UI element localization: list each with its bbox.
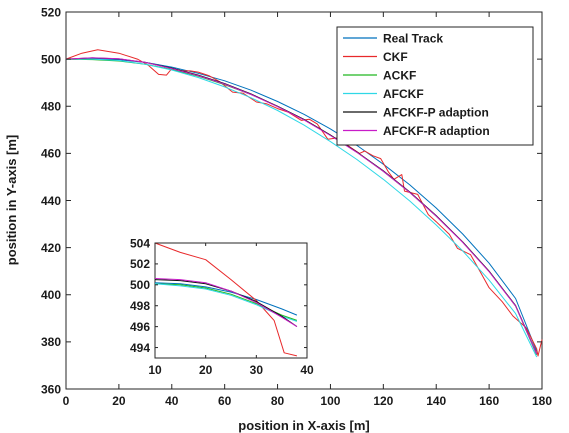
main-x-tick-label: 100: [320, 394, 340, 408]
y-axis-label: position in Y-axis [m]: [4, 135, 19, 266]
inset-y-tick-label: 494: [130, 341, 150, 355]
inset-x-tick-label: 10: [148, 363, 162, 377]
legend-label-afckf: AFCKF: [383, 87, 424, 101]
main-x-tick-label: 80: [271, 394, 285, 408]
inset-plot-frame: [154, 242, 308, 359]
main-ticks-group: 0 20 40 60 80 100 120 140 160 180 360 380 400 420 440 4…: [41, 5, 552, 408]
inset-y-tick-label: 504: [130, 236, 150, 250]
inset-y-tick-label: 496: [130, 320, 150, 334]
main-x-tick-label: 160: [479, 394, 499, 408]
inset-series-line-afckf-r-adaption: [154, 278, 298, 328]
inset-x-tick-label: 30: [250, 363, 264, 377]
legend-label-afckf-r-adaption: AFCKF-R adaption: [383, 124, 490, 138]
main-series-line-afckf: [66, 58, 538, 358]
main-x-tick-label: 20: [112, 394, 126, 408]
main-y-tick-label: 400: [41, 288, 61, 302]
x-axis-label: position in X-axis [m]: [238, 418, 369, 433]
main-y-tick-label: 460: [41, 147, 61, 161]
main-x-tick-label: 60: [218, 394, 232, 408]
legend-label-real-track: Real Track: [383, 32, 443, 46]
inset-y-tick-label: 500: [130, 278, 150, 292]
main-y-tick-label: 360: [41, 382, 61, 396]
main-series-line-afckf-r-adaption: [65, 57, 538, 355]
legend-label-ckf: CKF: [383, 50, 408, 64]
legend-box: [336, 26, 534, 146]
inset-series-group: [154, 242, 298, 357]
inset-plot: 10 20 30 40 494 496 498 500 502 504: [130, 236, 314, 377]
inset-series-line-ackf: [154, 283, 298, 321]
legend-label-afckf-p-adaption: AFCKF-P adaption: [383, 106, 489, 120]
legend: Real Track CKF ACKF AFCKF AFCKF-P adaption AF…: [336, 26, 534, 146]
main-y-tick-label: 440: [41, 194, 61, 208]
main-y-tick-label: 520: [41, 5, 61, 19]
legend-label-ackf: ACKF: [383, 69, 416, 83]
inset-series-line-ckf: [154, 242, 298, 357]
inset-series-line-real-track: [154, 282, 298, 316]
inset-x-tick-label: 20: [199, 363, 213, 377]
main-x-tick-label: 180: [532, 394, 552, 408]
main-y-tick-label: 380: [41, 335, 61, 349]
main-x-tick-label: 40: [165, 394, 179, 408]
legend-items: Real Track CKF ACKF AFCKF AFCKF-P adaption AF…: [343, 32, 490, 138]
main-x-tick-label: 120: [373, 394, 393, 408]
main-y-tick-label: 500: [41, 52, 61, 66]
main-x-tick-label: 140: [426, 394, 446, 408]
main-x-tick-label: 0: [63, 394, 70, 408]
main-series-group: [65, 49, 543, 358]
main-y-tick-label: 480: [41, 100, 61, 114]
main-y-tick-label: 420: [41, 241, 61, 255]
inset-y-tick-label: 502: [130, 257, 150, 271]
inset-x-tick-label: 40: [300, 363, 314, 377]
inset-y-tick-label: 498: [130, 299, 150, 313]
inset-ticks-group: 10 20 30 40 494 496 498 500 502 504: [130, 236, 314, 377]
